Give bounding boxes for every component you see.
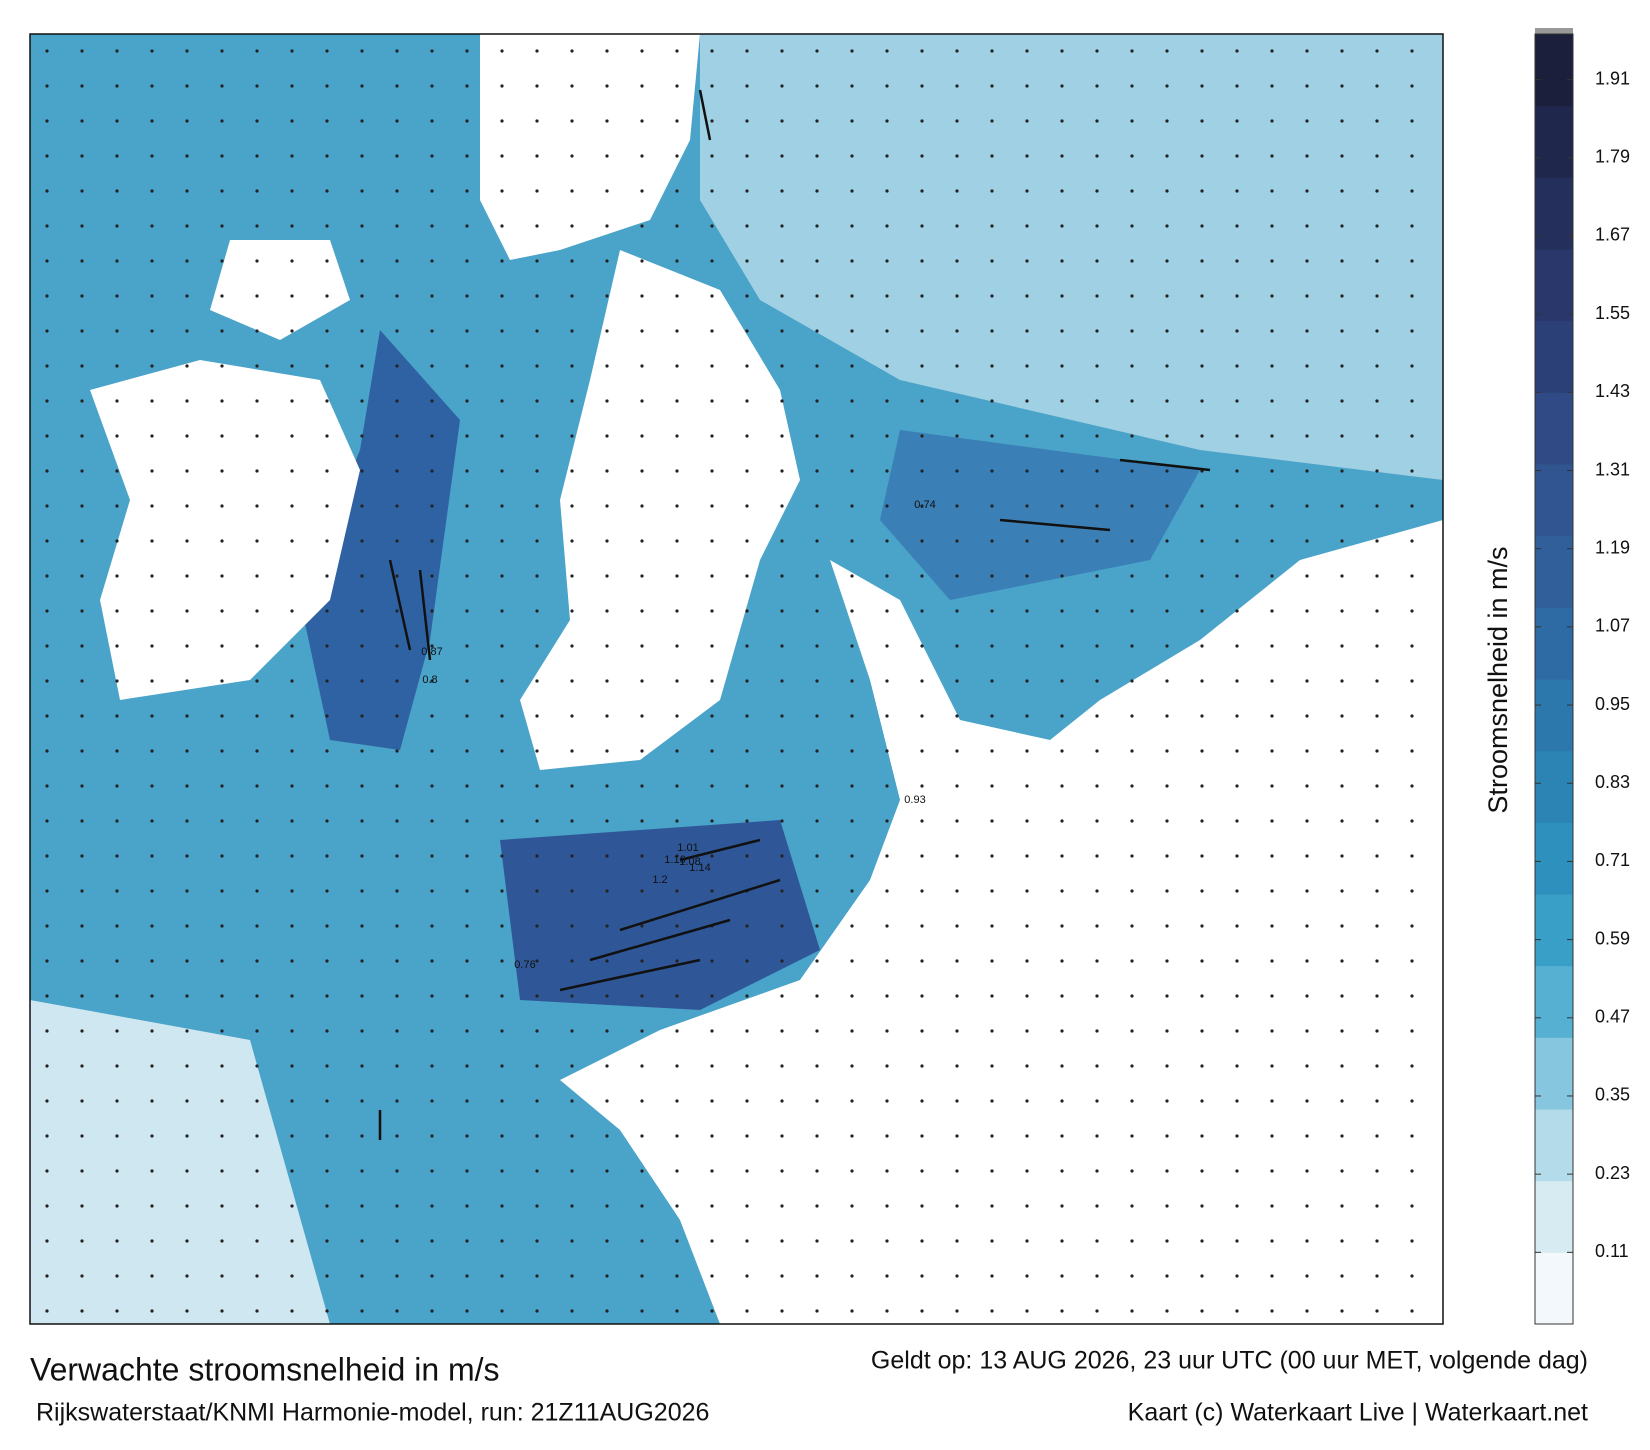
tick-label: 1.07 [1595,616,1630,636]
colorbar-label: Stroomsnelheid in m/s [1483,546,1513,813]
map [30,34,1443,1324]
map-frame [29,33,1444,1325]
tick-label: 1.31 [1595,459,1630,479]
current-label: 1.08 [679,856,700,868]
tick-label: 1.91 [1595,68,1630,88]
colorbar: 0.11 0.23 0.35 0.47 0.59 0.71 0.83 0.95 1.07 1.19… [1534,28,1630,1325]
tick-label: 0.47 [1595,1007,1630,1027]
current-label: 0.8 [422,674,437,686]
colorbar-cap [1535,28,1573,34]
tick-label: 0.35 [1595,1085,1630,1105]
tick-label: 0.59 [1595,928,1630,948]
current-label: 1.16 [664,854,685,866]
tick-label: 1.55 [1595,303,1630,323]
tick-label: 1.79 [1595,147,1630,167]
tick-label: 1.67 [1595,225,1630,245]
color-band [1535,607,1573,680]
color-band [1535,822,1573,895]
tick-label: 0.95 [1595,694,1630,714]
title: Verwachte stroomsnelheid in m/s [30,1351,500,1387]
color-band [1535,320,1573,393]
color-band [1535,464,1573,537]
color-band [1535,392,1573,465]
current-label: 0.76 [514,959,535,971]
color-band [1535,679,1573,752]
color-band [1535,177,1573,250]
color-band [1535,1180,1573,1253]
color-band [1535,965,1573,1038]
current-label: 0.93 [904,794,925,806]
color-band [1535,894,1573,967]
color-band [1535,249,1573,322]
current-label: 1.01 [677,842,698,854]
color-band [1535,535,1573,608]
tick-label: 0.71 [1595,850,1630,870]
current-arrows [378,89,1211,1140]
tick-label: 0.11 [1595,1241,1629,1261]
current-label: 1.14 [689,862,710,874]
tick-label: 0.83 [1595,772,1630,792]
source: Rijkswaterstaat/KNMI Harmonie-model, run… [36,1399,709,1427]
color-band [1535,1252,1573,1325]
valid-time: Geldt op: 13 AUG 2026, 23 uur UTC (00 uu… [871,1347,1588,1375]
current-label: 0.74 [914,499,935,511]
tick-label: 1.43 [1595,381,1630,401]
color-band [1535,105,1573,178]
tick-label: 0.23 [1595,1163,1630,1183]
current-label: 1.2 [652,874,667,886]
color-band [1535,750,1573,823]
color-band [1535,34,1573,107]
color-band [1535,1109,1573,1182]
tick-label: 1.19 [1595,537,1630,557]
color-band [1535,1037,1573,1110]
colorbar-frame [1534,33,1574,1325]
credit: Kaart (c) Waterkaart Live | Waterkaart.n… [1128,1399,1588,1427]
grid-dots [30,34,1443,1324]
current-label: 0.87 [421,646,442,658]
